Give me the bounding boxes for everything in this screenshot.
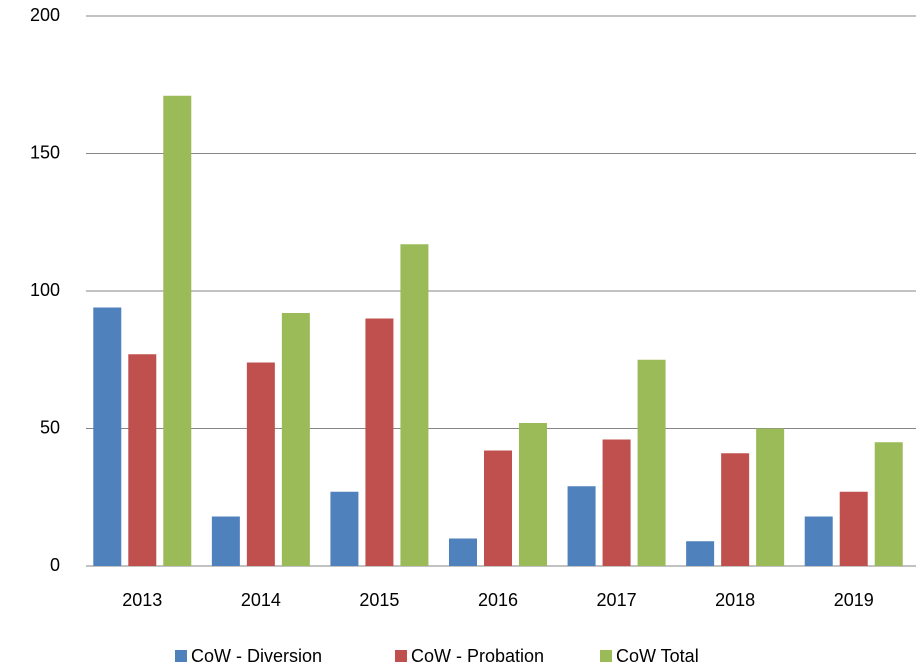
bar	[567, 486, 596, 566]
bar	[602, 439, 631, 566]
bar	[637, 359, 666, 566]
y-tick-label: 100	[30, 280, 60, 300]
bar	[211, 516, 240, 566]
bar	[686, 541, 715, 566]
bar	[93, 307, 122, 566]
bar	[330, 491, 359, 566]
bar	[484, 450, 512, 566]
y-tick-label: 150	[30, 142, 60, 162]
bar	[874, 442, 903, 566]
bar	[756, 428, 785, 566]
bar	[721, 453, 750, 566]
legend-label: CoW Total	[616, 646, 699, 666]
y-tick-label: 50	[40, 417, 60, 437]
legend-label: CoW - Probation	[411, 646, 544, 666]
x-tick-label: 2019	[834, 590, 874, 610]
bar	[128, 354, 157, 566]
x-tick-label: 2014	[241, 590, 281, 610]
legend-swatch	[395, 650, 407, 662]
bar	[281, 313, 310, 566]
legend-label: CoW - Diversion	[191, 646, 322, 666]
bar	[163, 95, 192, 566]
bar	[365, 318, 394, 566]
y-tick-label: 0	[50, 555, 60, 575]
legend-swatch	[175, 650, 187, 662]
y-tick-label: 200	[30, 5, 60, 25]
bar	[449, 538, 477, 566]
legend-swatch	[600, 650, 612, 662]
bar	[246, 362, 275, 566]
x-tick-label: 2018	[715, 590, 755, 610]
bar	[804, 516, 833, 566]
x-tick-label: 2017	[597, 590, 637, 610]
x-tick-label: 2013	[122, 590, 162, 610]
x-tick-label: 2015	[359, 590, 399, 610]
bar	[839, 491, 868, 566]
x-tick-label: 2016	[478, 590, 518, 610]
bar	[519, 423, 547, 566]
bar	[400, 244, 429, 566]
